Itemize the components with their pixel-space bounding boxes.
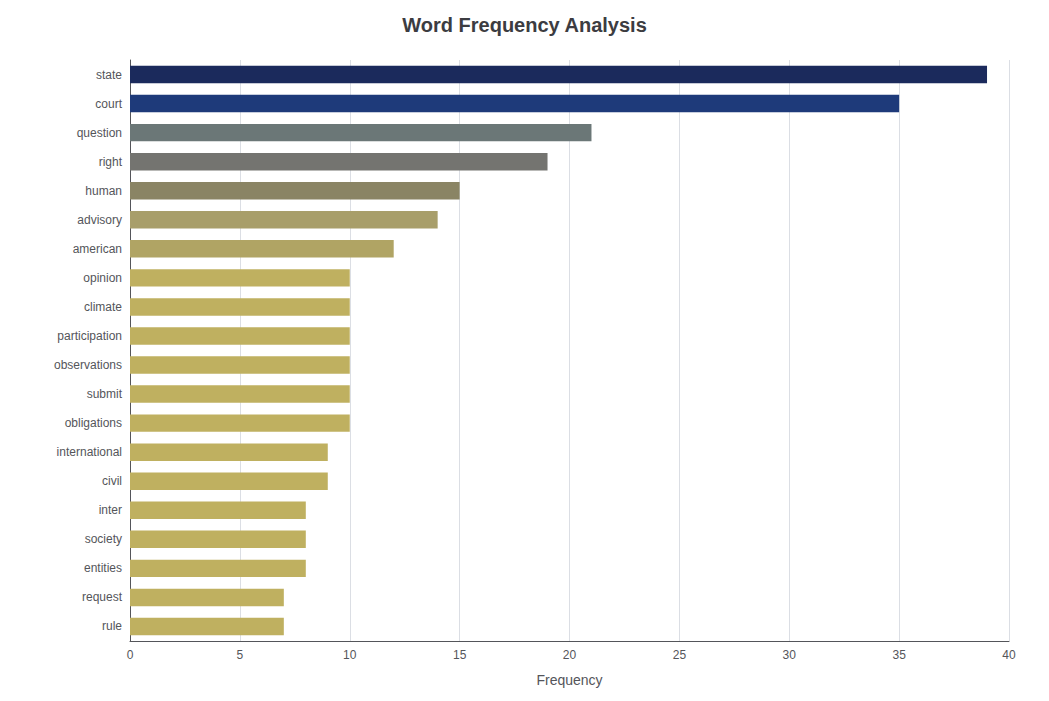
svg-text:20: 20 <box>563 648 577 662</box>
svg-text:state: state <box>96 68 122 82</box>
svg-text:participation: participation <box>57 329 122 343</box>
svg-text:american: american <box>73 242 122 256</box>
svg-text:Frequency: Frequency <box>536 672 602 688</box>
svg-text:climate: climate <box>84 300 122 314</box>
svg-text:25: 25 <box>673 648 687 662</box>
svg-text:inter: inter <box>99 503 122 517</box>
svg-text:request: request <box>82 590 123 604</box>
svg-text:30: 30 <box>783 648 797 662</box>
svg-text:advisory: advisory <box>77 213 122 227</box>
svg-text:0: 0 <box>127 648 134 662</box>
svg-text:international: international <box>57 445 122 459</box>
svg-text:submit: submit <box>87 387 123 401</box>
svg-text:civil: civil <box>102 474 122 488</box>
svg-text:10: 10 <box>343 648 357 662</box>
svg-text:right: right <box>99 155 123 169</box>
svg-text:human: human <box>85 184 122 198</box>
svg-text:entities: entities <box>84 561 122 575</box>
svg-text:40: 40 <box>1002 648 1016 662</box>
svg-text:rule: rule <box>102 619 122 633</box>
svg-text:opinion: opinion <box>83 271 122 285</box>
svg-text:15: 15 <box>453 648 467 662</box>
svg-text:5: 5 <box>237 648 244 662</box>
svg-text:court: court <box>95 97 122 111</box>
svg-text:Word Frequency Analysis: Word Frequency Analysis <box>402 14 647 36</box>
svg-text:obligations: obligations <box>65 416 122 430</box>
svg-text:society: society <box>85 532 122 546</box>
svg-text:35: 35 <box>892 648 906 662</box>
svg-text:observations: observations <box>54 358 122 372</box>
svg-text:question: question <box>77 126 122 140</box>
